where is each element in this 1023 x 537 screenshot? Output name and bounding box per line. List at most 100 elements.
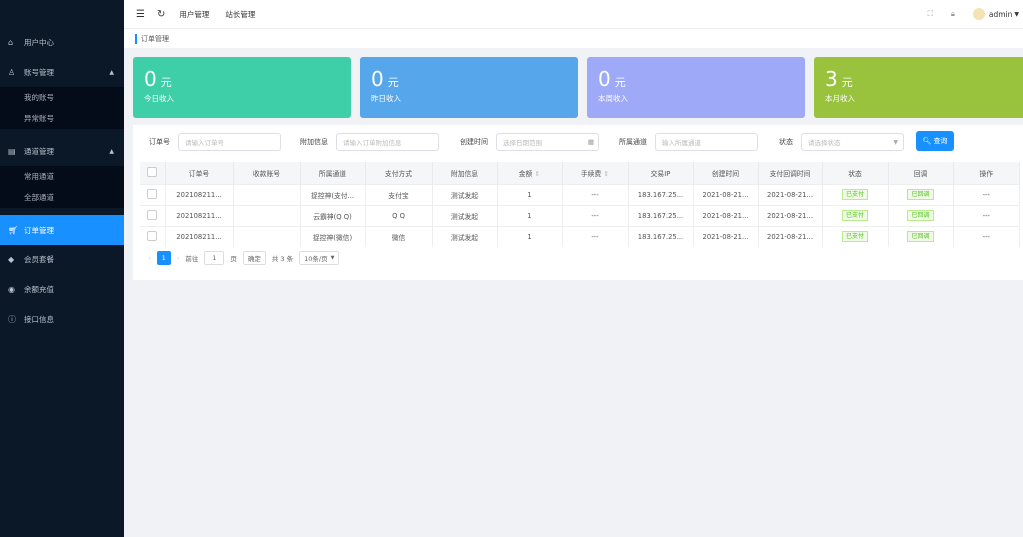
fullscreen-icon[interactable]: ⛶ [927, 9, 933, 18]
diamond-icon: ◆ [8, 254, 15, 264]
caret-up-icon: ▲ [109, 68, 114, 76]
status-select[interactable]: 请选择状态 ▼ [801, 133, 904, 151]
user-icon: ♙ [8, 67, 16, 77]
account-submenu: 我的账号 异常账号 [0, 87, 124, 129]
column-header: 交易IP [628, 162, 694, 184]
sort-icon[interactable]: ⇕ [532, 169, 541, 178]
caret-down-icon: ▼ [330, 255, 335, 261]
table-cell: 2021-08-21... [693, 183, 759, 205]
search-button[interactable]: 🔍︎ 查询 [916, 131, 954, 151]
column-header: 订单号 [165, 162, 234, 184]
table-cell: 测试发起 [432, 183, 498, 205]
table-cell: 202108211... [165, 225, 234, 247]
page-button[interactable]: 1 [156, 251, 171, 265]
channel-input[interactable]: 输入所属通道 [655, 133, 758, 151]
callback-badge: 已回调 [888, 183, 954, 205]
info-icon: ⓘ [8, 314, 16, 324]
table-cell: 测试发起 [432, 225, 498, 247]
tag: 已回调 [907, 231, 934, 243]
order-no-input[interactable]: 请输入订单号 [178, 133, 281, 151]
table-header: 订单号 收款账号 所属通道 支付方式 附加信息 金额 ⇕ 手续费 ⇕ 交易IP 创建时间 支付回调… [140, 162, 1020, 184]
goto-page-input[interactable]: 1 [204, 251, 225, 265]
extra-info-input[interactable]: 请输入订单附加信息 [336, 133, 439, 151]
table-row: 202108211... 云霸神(Q Q) Q Q 测试发起 1 --- 183.167.2… [140, 204, 1020, 226]
table-cell: --- [562, 183, 629, 205]
column-header: 回调 [888, 162, 954, 184]
status-badge: 已支付 [822, 225, 889, 247]
page-size-select[interactable]: 10条/页 ▼ [299, 251, 340, 265]
caret-down-icon[interactable]: ▼ [1014, 10, 1019, 18]
refresh-icon[interactable]: ↻ [156, 8, 166, 20]
table-cell: 测试发起 [432, 204, 498, 226]
sidebar-item-membership[interactable]: ◆ 会员套餐 [8, 254, 54, 264]
date-range-input[interactable]: 选择日期范围 ▦ [496, 133, 599, 151]
table-cell: 183.167.25... [628, 183, 694, 205]
table-cell: --- [953, 183, 1020, 205]
row-checkbox[interactable] [140, 204, 166, 226]
tag: 已支付 [841, 231, 868, 243]
row-checkbox[interactable] [140, 225, 166, 247]
card-today-income: 0 元今日收入 [133, 57, 351, 118]
table-cell: 2021-08-21... [693, 204, 759, 226]
orders-table: 订单号 收款账号 所属通道 支付方式 附加信息 金额 ⇕ 手续费 ⇕ 交易IP 创建时间 支付回调… [140, 162, 1020, 247]
sidebar-item-abnormal-account[interactable]: 异常账号 [24, 114, 54, 123]
breadcrumb-tab-orders[interactable]: 订单管理 [141, 34, 169, 43]
table-cell: 183.167.25... [628, 225, 694, 247]
tag: 已回调 [907, 210, 934, 221]
sidebar-item-recharge[interactable]: ◉ 余额充值 [8, 284, 54, 294]
channel-submenu: 常用通道 全部通道 [0, 166, 124, 208]
status-badge: 已支付 [822, 204, 889, 226]
callback-badge: 已回调 [888, 225, 954, 247]
pagination: ‹ 1 › 前往 1 页 确定 共 3 条 10条/页 ▼ [148, 251, 340, 265]
sidebar-item-channel[interactable]: ▤ 通道管理 ▲ [8, 146, 114, 156]
table-cell: 捉控神(微信) [300, 225, 366, 247]
table-cell: 1 [497, 225, 563, 247]
prev-page-icon[interactable]: ‹ [148, 254, 151, 262]
column-header[interactable]: 手续费 ⇕ [562, 162, 629, 184]
cart-icon: 🛒︎ [8, 225, 19, 235]
callback-badge: 已回调 [888, 204, 954, 226]
table-cell: 云霸神(Q Q) [300, 204, 366, 226]
tab-user-management[interactable]: 用户管理 [179, 9, 210, 19]
total-count: 共 3 条 [271, 255, 294, 263]
user-menu[interactable]: admin [988, 9, 1013, 19]
sidebar-item-all-channel[interactable]: 全部通道 [24, 193, 54, 202]
tag: 已支付 [841, 210, 868, 221]
column-header[interactable]: 金额 ⇕ [497, 162, 563, 184]
caret-up-icon: ▲ [109, 147, 114, 155]
menu-toggle-icon[interactable]: ☰ [136, 8, 145, 20]
next-page-icon[interactable]: › [176, 254, 180, 262]
table-row: 202108211... 捉控神(微信) 微信 测试发起 1 --- 183.167.25.… [140, 225, 1020, 247]
table-cell [233, 225, 301, 247]
column-header: 附加信息 [432, 162, 498, 184]
sidebar-item-common-channel[interactable]: 常用通道 [24, 172, 54, 181]
column-header: 支付回调时间 [758, 162, 823, 184]
table-cell: 捉控神(支付... [300, 183, 366, 205]
column-header: 支付方式 [365, 162, 433, 184]
sidebar-item-api-info[interactable]: ⓘ 接口信息 [8, 314, 54, 324]
sidebar-item-orders[interactable]: 🛒︎ 订单管理 [0, 215, 124, 245]
orders-panel: 订单号 请输入订单号 附加信息 请输入订单附加信息 创建时间 选择日期范围 ▦ 所属通道… [133, 125, 1023, 280]
table-cell: --- [953, 204, 1020, 226]
tag: 已支付 [841, 189, 868, 200]
table-cell [233, 204, 301, 226]
top-header: ☰ ↻ 用户管理 站长管理 ⛶ 🔒︎ admin ▼ [124, 0, 1023, 28]
table-cell [233, 183, 301, 205]
table-cell: --- [562, 204, 629, 226]
confirm-button[interactable]: 确定 [242, 251, 266, 265]
tab-admin-management[interactable]: 站长管理 [225, 9, 256, 19]
sidebar-item-account[interactable]: ♙ 账号管理 ▲ [8, 67, 114, 77]
home-icon: ⌂ [8, 37, 14, 47]
avatar[interactable] [972, 8, 985, 20]
row-checkbox[interactable] [140, 183, 166, 205]
sidebar-item-user-center[interactable]: ⌂ 用户中心 [8, 37, 54, 47]
select-all-checkbox[interactable] [140, 162, 166, 184]
sidebar-item-my-account[interactable]: 我的账号 [24, 93, 54, 102]
table-cell: --- [562, 225, 629, 247]
table-cell: 支付宝 [365, 183, 433, 205]
channel-icon: ▤ [8, 146, 16, 156]
recharge-icon: ◉ [8, 284, 15, 294]
column-header: 操作 [953, 162, 1020, 184]
sort-icon[interactable]: ⇕ [601, 169, 610, 178]
lock-icon[interactable]: 🔒︎ [950, 9, 955, 18]
